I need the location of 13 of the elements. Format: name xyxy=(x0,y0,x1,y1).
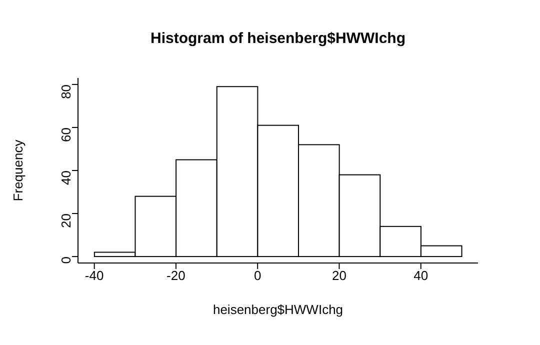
y-tick-label: 60 xyxy=(58,127,74,142)
y-tick-label: 80 xyxy=(58,84,74,99)
x-tick-label: 0 xyxy=(254,268,262,284)
y-tick-label: 20 xyxy=(58,214,74,228)
x-tick-label: -20 xyxy=(166,268,186,284)
y-tick-label: 0 xyxy=(58,256,74,264)
x-tick-label: -40 xyxy=(84,268,104,284)
x-tick-label: 40 xyxy=(414,268,428,284)
y-axis-title: Frequency xyxy=(10,139,26,202)
x-tick-label: 20 xyxy=(332,268,346,284)
x-axis-title: heisenberg$HWWIchg xyxy=(212,302,344,318)
y-tick-label: 40 xyxy=(58,170,74,185)
chart-title: Histogram of heisenberg$HWWIchg xyxy=(149,30,407,47)
